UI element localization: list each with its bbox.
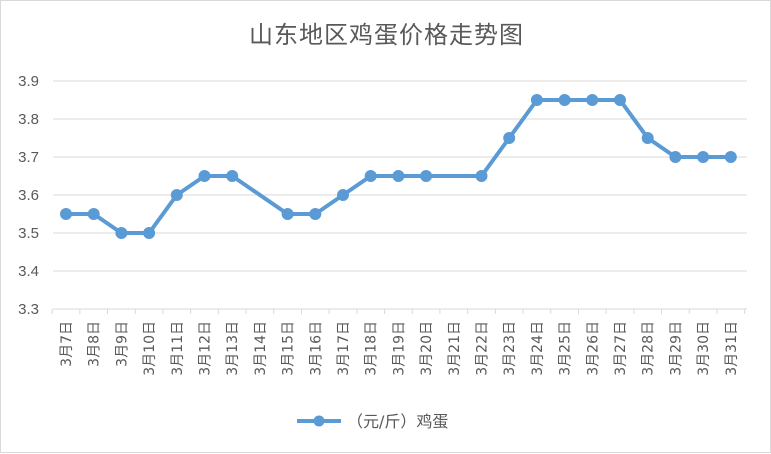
x-tick-label: 3月7日 [59, 321, 75, 367]
data-point [586, 94, 599, 106]
x-tick-label: 3月18日 [364, 321, 380, 376]
series-line [66, 98, 731, 235]
data-point [198, 170, 211, 182]
x-tick-label: 3月11日 [170, 321, 186, 376]
data-point [503, 132, 516, 144]
y-tick-label: 3.4 [18, 263, 39, 280]
x-tick-label: 3月20日 [419, 321, 435, 376]
data-point [60, 208, 72, 220]
x-tick-label: 3月27日 [613, 321, 629, 376]
x-tick-label: 3月14日 [253, 321, 269, 376]
y-tick-label: 3.3 [18, 301, 39, 318]
x-tick-label: 3月15日 [281, 321, 297, 376]
data-point [115, 227, 128, 239]
y-tick-label: 3.6 [18, 187, 39, 204]
data-point [475, 170, 488, 182]
data-point [364, 170, 377, 182]
data-point [392, 170, 405, 182]
x-tick-label: 3月23日 [502, 321, 518, 376]
data-point [724, 151, 737, 163]
x-tick-label: 3月26日 [585, 321, 601, 376]
x-tick-label: 3月10日 [142, 321, 158, 376]
data-point [641, 132, 654, 144]
data-point [337, 189, 349, 201]
x-tick-label: 3月30日 [696, 321, 712, 376]
x-tick-label: 3月16日 [308, 321, 324, 376]
x-tick-label: 3月31日 [724, 321, 740, 376]
data-point [226, 170, 239, 182]
x-tick-label: 3月12日 [198, 321, 214, 376]
data-point [281, 208, 294, 220]
data-point [170, 189, 183, 201]
x-tick-label: 3月28日 [641, 321, 657, 376]
data-point [87, 208, 100, 220]
y-tick-label: 3.8 [18, 111, 39, 128]
data-point [697, 151, 710, 163]
x-tick-label: 3月9日 [114, 321, 130, 367]
x-tick-label: 3月29日 [668, 321, 684, 376]
x-tick-label: 3月25日 [558, 321, 574, 376]
data-point [558, 94, 571, 106]
x-tick-label: 3月17日 [336, 321, 352, 376]
data-point [143, 227, 156, 239]
x-tick-label: 3月8日 [87, 321, 103, 367]
y-tick-label: 3.7 [18, 149, 39, 166]
x-tick-label: 3月22日 [475, 321, 491, 376]
y-tick-label: 3.5 [18, 225, 39, 242]
data-point [309, 208, 322, 220]
data-point [530, 94, 543, 106]
x-tick-label: 3月13日 [225, 321, 241, 376]
data-point [420, 170, 433, 182]
x-tick-label: 3月24日 [530, 321, 546, 376]
legend-label: （元/斤）鸡蛋 [347, 412, 448, 431]
data-point [614, 94, 626, 106]
x-tick-label: 3月21日 [447, 321, 463, 376]
x-tick-label: 3月19日 [391, 321, 407, 376]
y-tick-label: 3.9 [18, 73, 39, 90]
chart-title: 山东地区鸡蛋价格走势图 [249, 21, 524, 49]
legend-marker [313, 415, 325, 427]
data-point [669, 151, 682, 163]
